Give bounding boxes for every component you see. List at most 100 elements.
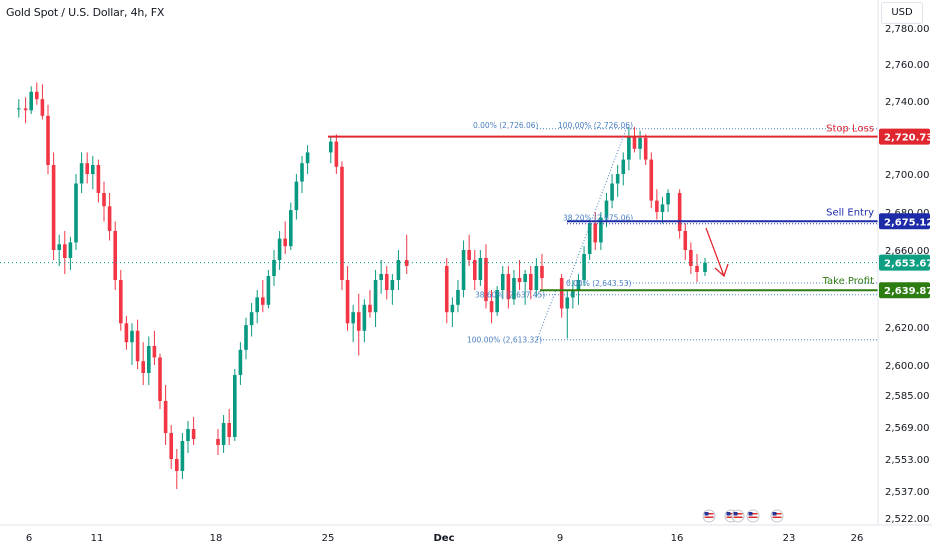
last-price-tag-bg (879, 254, 930, 271)
y-tick-label: 2,569.00 (885, 423, 930, 434)
candle-body (91, 165, 95, 174)
x-tick-label: 11 (91, 533, 104, 544)
candle-body (660, 204, 665, 212)
candle-body (356, 312, 361, 331)
candle-body (51, 165, 56, 250)
y-tick-label: 2,537.00 (885, 487, 930, 498)
candle-body (345, 280, 350, 324)
candle-body (227, 423, 231, 437)
y-tick-label: 2,700.00 (885, 170, 930, 181)
us-flag-icon (731, 509, 745, 523)
candle-body (512, 278, 516, 300)
take-profit-price-tag-bg (879, 282, 930, 299)
candle-body (621, 159, 626, 174)
candle-body (277, 238, 282, 260)
candle-body (74, 183, 78, 243)
x-tick-label: 18 (210, 533, 223, 544)
candle-body (29, 91, 33, 111)
y-tick-label: 2,620.00 (885, 323, 930, 334)
candle-body (565, 297, 570, 309)
candle-body (523, 274, 527, 282)
candle-body (233, 375, 237, 437)
flag-stripe (733, 516, 743, 518)
candle-body (506, 274, 511, 300)
candle-body (604, 200, 609, 218)
candle-body (289, 210, 293, 247)
candle-body (283, 238, 287, 247)
candle-body (582, 254, 586, 280)
flag-stripe (704, 516, 714, 518)
flag-stripe (772, 513, 782, 515)
candle-body (593, 223, 598, 243)
candle-body (587, 223, 592, 254)
candle-body (102, 193, 106, 207)
candle-body (266, 276, 271, 305)
candle-body (643, 138, 648, 160)
candle-body (96, 165, 101, 193)
candle-body (35, 91, 39, 100)
flag-stripe (726, 516, 736, 518)
us-flag-icon (702, 509, 716, 523)
candle-body (517, 278, 522, 282)
candle-body (141, 361, 145, 373)
candle-body (683, 231, 688, 250)
candle-body (135, 330, 140, 362)
candle-body (576, 280, 581, 290)
candle-body (472, 260, 477, 280)
candle-body (175, 459, 179, 471)
candle-body (113, 231, 117, 280)
candle-body (147, 346, 151, 373)
candle-body (328, 141, 333, 153)
sell-entry-price-tag-bg (879, 213, 930, 230)
stop-loss-label: Stop Loss (826, 124, 874, 135)
candle-body (158, 357, 162, 401)
candle-body (186, 429, 190, 441)
candle-body (540, 266, 544, 278)
candle-body (124, 323, 129, 343)
candle-body (638, 138, 642, 149)
y-tick-label: 2,740.00 (885, 97, 930, 108)
candle-body (40, 99, 45, 116)
candle-body (534, 266, 539, 290)
candle-body (305, 152, 310, 164)
candle-body (396, 260, 401, 280)
candle-body (23, 108, 28, 111)
candle-body (17, 108, 21, 110)
flag-stripe (748, 513, 758, 515)
candle-body (46, 115, 50, 165)
candle-body (528, 274, 533, 290)
fib-label: 100.00% (2,726.06) (558, 121, 633, 130)
candle-body (351, 312, 355, 324)
candle-body (57, 244, 61, 250)
candle-body (484, 258, 488, 302)
flag-canton (748, 512, 753, 516)
candle-body (238, 349, 243, 375)
candle-body (340, 166, 344, 280)
currency-button[interactable]: USD (881, 2, 923, 24)
candle-body (68, 242, 73, 258)
y-tick-label: 2,585.00 (885, 391, 930, 402)
flag-canton (704, 512, 709, 516)
candle-body (655, 200, 659, 212)
fib-label: 38.60% (2,637.45) (475, 291, 545, 300)
us-flag-icon (770, 509, 784, 523)
candle-body (495, 290, 499, 313)
candle-body (180, 441, 185, 471)
fib-label: 0.00% (2,643.53) (566, 279, 632, 288)
candle-body (334, 141, 339, 167)
candle-body (666, 193, 670, 205)
candle-body (703, 262, 707, 272)
candle-body (695, 266, 699, 272)
candle-body (461, 250, 466, 290)
candle-body (559, 278, 564, 309)
candle-body (107, 206, 112, 231)
candle-body (571, 290, 575, 298)
x-tick-label: 9 (557, 533, 563, 544)
flag-canton (726, 512, 731, 516)
candle-body (627, 136, 631, 160)
x-tick-label: 26 (851, 533, 864, 544)
candle-body (489, 301, 494, 313)
fib-label: 100.00% (2,613.32) (467, 336, 542, 345)
